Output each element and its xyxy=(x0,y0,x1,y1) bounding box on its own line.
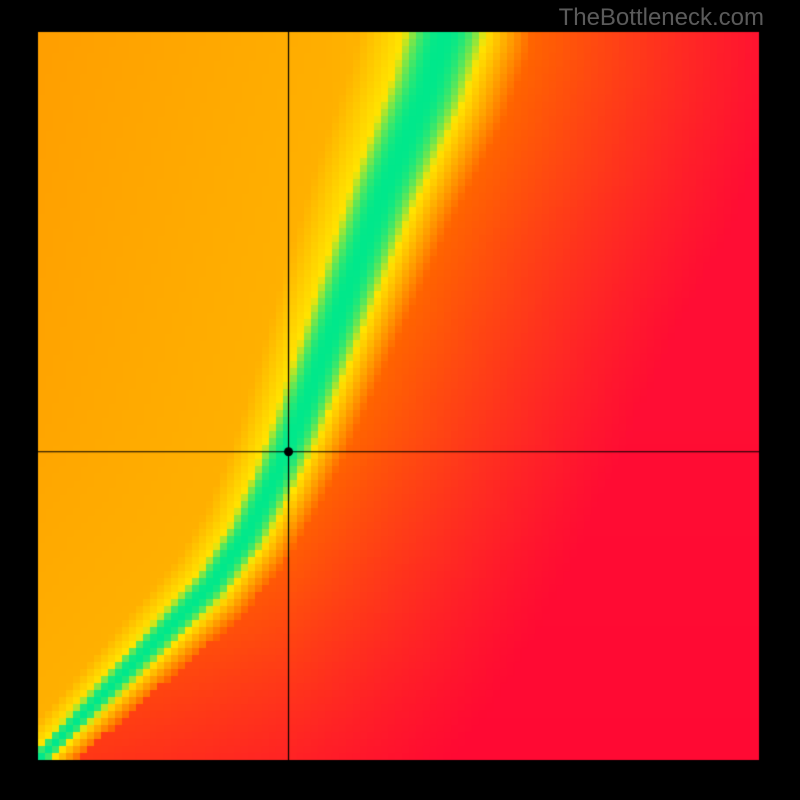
bottleneck-heatmap xyxy=(0,0,800,800)
watermark-text: TheBottleneck.com xyxy=(559,4,764,32)
chart-container: TheBottleneck.com xyxy=(0,0,800,800)
